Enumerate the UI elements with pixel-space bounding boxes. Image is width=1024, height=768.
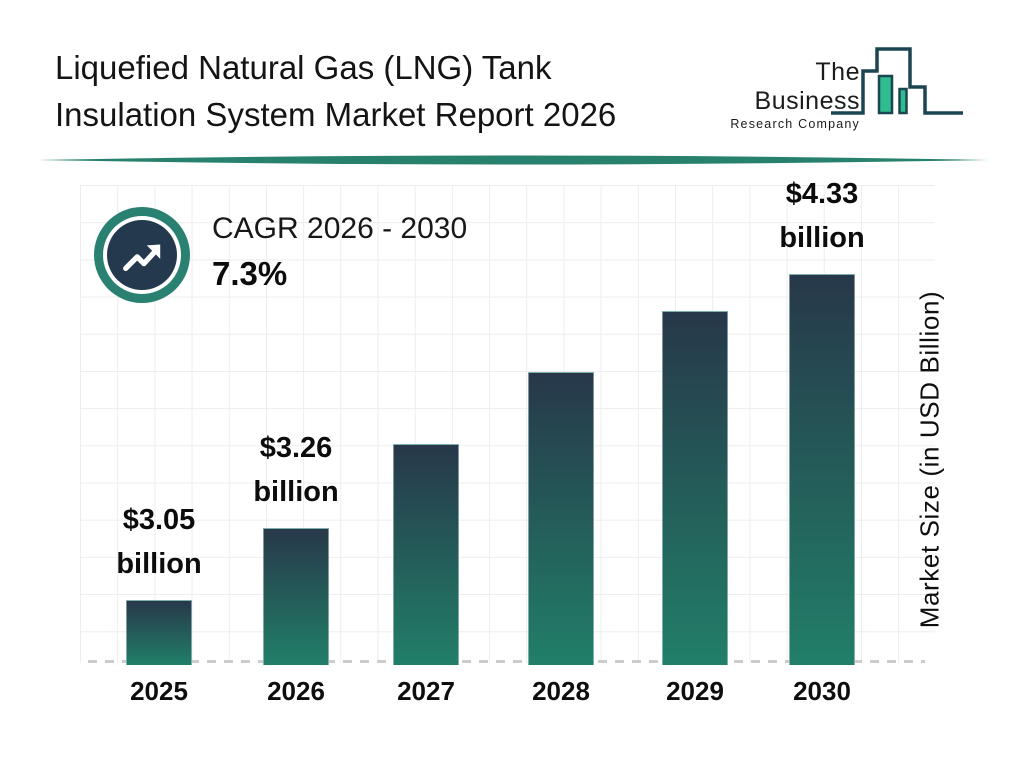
x-tick-2030: 2030 bbox=[793, 676, 851, 706]
bar-2025 bbox=[126, 600, 192, 665]
bar-value-label-line: $4.33 bbox=[785, 178, 859, 210]
x-tick-2028: 2028 bbox=[532, 676, 590, 706]
bar-2029 bbox=[662, 311, 728, 665]
bar-2030 bbox=[789, 274, 855, 665]
page-title: Liquefied Natural Gas (LNG) Tank Insulat… bbox=[55, 44, 755, 138]
cagr-badge-core bbox=[107, 220, 177, 290]
bar-chart-skyline-icon bbox=[831, 47, 963, 115]
page-title-line-1: Liquefied Natural Gas (LNG) Tank bbox=[55, 49, 552, 86]
chart-baseline bbox=[88, 660, 925, 663]
trending-up-arrow-icon bbox=[123, 244, 161, 272]
y-axis-title: Market Size (in USD Billion) bbox=[914, 290, 945, 629]
cagr-badge bbox=[94, 207, 190, 303]
bar-2026 bbox=[263, 528, 329, 665]
bar-value-label-line: billion bbox=[779, 221, 865, 254]
bar-value-label-2030: $4.33 billion bbox=[779, 173, 864, 260]
x-tick-2026: 2026 bbox=[267, 676, 325, 706]
bar-value-label-2026: $3.26 billion bbox=[253, 427, 338, 514]
bar-2028 bbox=[528, 372, 594, 665]
header-divider bbox=[38, 155, 988, 165]
cagr-label: CAGR 2026 - 2030 bbox=[212, 212, 468, 245]
bar-2027 bbox=[393, 444, 459, 665]
bar-value-label-line: billion bbox=[253, 475, 339, 508]
chart-plot-area: $3.05 billion $3.26 billion $4.33 billion bbox=[80, 178, 935, 665]
bar-value-label-line: billion bbox=[116, 547, 202, 580]
bar-value-label-line: $3.26 bbox=[259, 432, 333, 464]
logo-text: The Business Research Company bbox=[715, 58, 860, 131]
x-tick-2025: 2025 bbox=[130, 676, 188, 706]
x-tick-2029: 2029 bbox=[666, 676, 724, 706]
bar-value-label-line: $3.05 bbox=[122, 504, 196, 536]
x-axis-labels: 2025 2026 2027 2028 2029 2030 bbox=[0, 676, 1024, 718]
company-logo: The Business Research Company bbox=[715, 36, 967, 131]
page-title-line-2: Insulation System Market Report 2026 bbox=[55, 96, 617, 133]
x-tick-2027: 2027 bbox=[397, 676, 455, 706]
logo-brand-subname: Research Company bbox=[730, 117, 860, 131]
logo-brand-name: The Business bbox=[754, 58, 860, 115]
cagr-value: 7.3% bbox=[212, 255, 288, 292]
bar-value-label-2025: $3.05 billion bbox=[116, 499, 201, 586]
cagr-text-block: CAGR 2026 - 2030 7.3% bbox=[212, 212, 467, 293]
